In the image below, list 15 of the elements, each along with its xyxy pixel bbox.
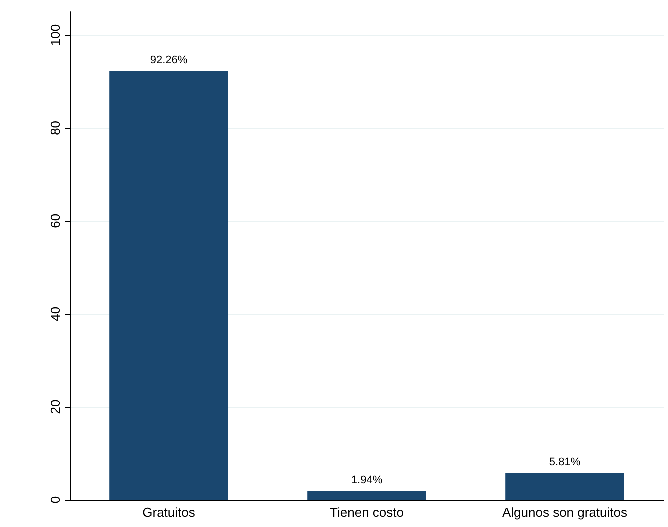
y-tick-label: 80 bbox=[48, 120, 63, 136]
y-tick-label: 60 bbox=[48, 214, 63, 228]
y-tick-label: 100 bbox=[48, 24, 63, 46]
data-label: 92.26% bbox=[150, 54, 188, 67]
y-tick-label: 20 bbox=[48, 400, 63, 414]
bar bbox=[110, 71, 228, 500]
bar bbox=[506, 472, 624, 500]
x-tick-label: Tienen costo bbox=[330, 505, 404, 520]
x-tick-label: Gratuitos bbox=[142, 505, 196, 520]
y-tick-label: 40 bbox=[48, 306, 63, 322]
y-tick-label: 0 bbox=[48, 496, 63, 504]
data-label: 1.94% bbox=[351, 474, 383, 486]
x-tick-label: Algunos son gratuitos bbox=[502, 505, 628, 520]
data-label: 5.81% bbox=[549, 456, 581, 468]
bar bbox=[308, 490, 426, 500]
